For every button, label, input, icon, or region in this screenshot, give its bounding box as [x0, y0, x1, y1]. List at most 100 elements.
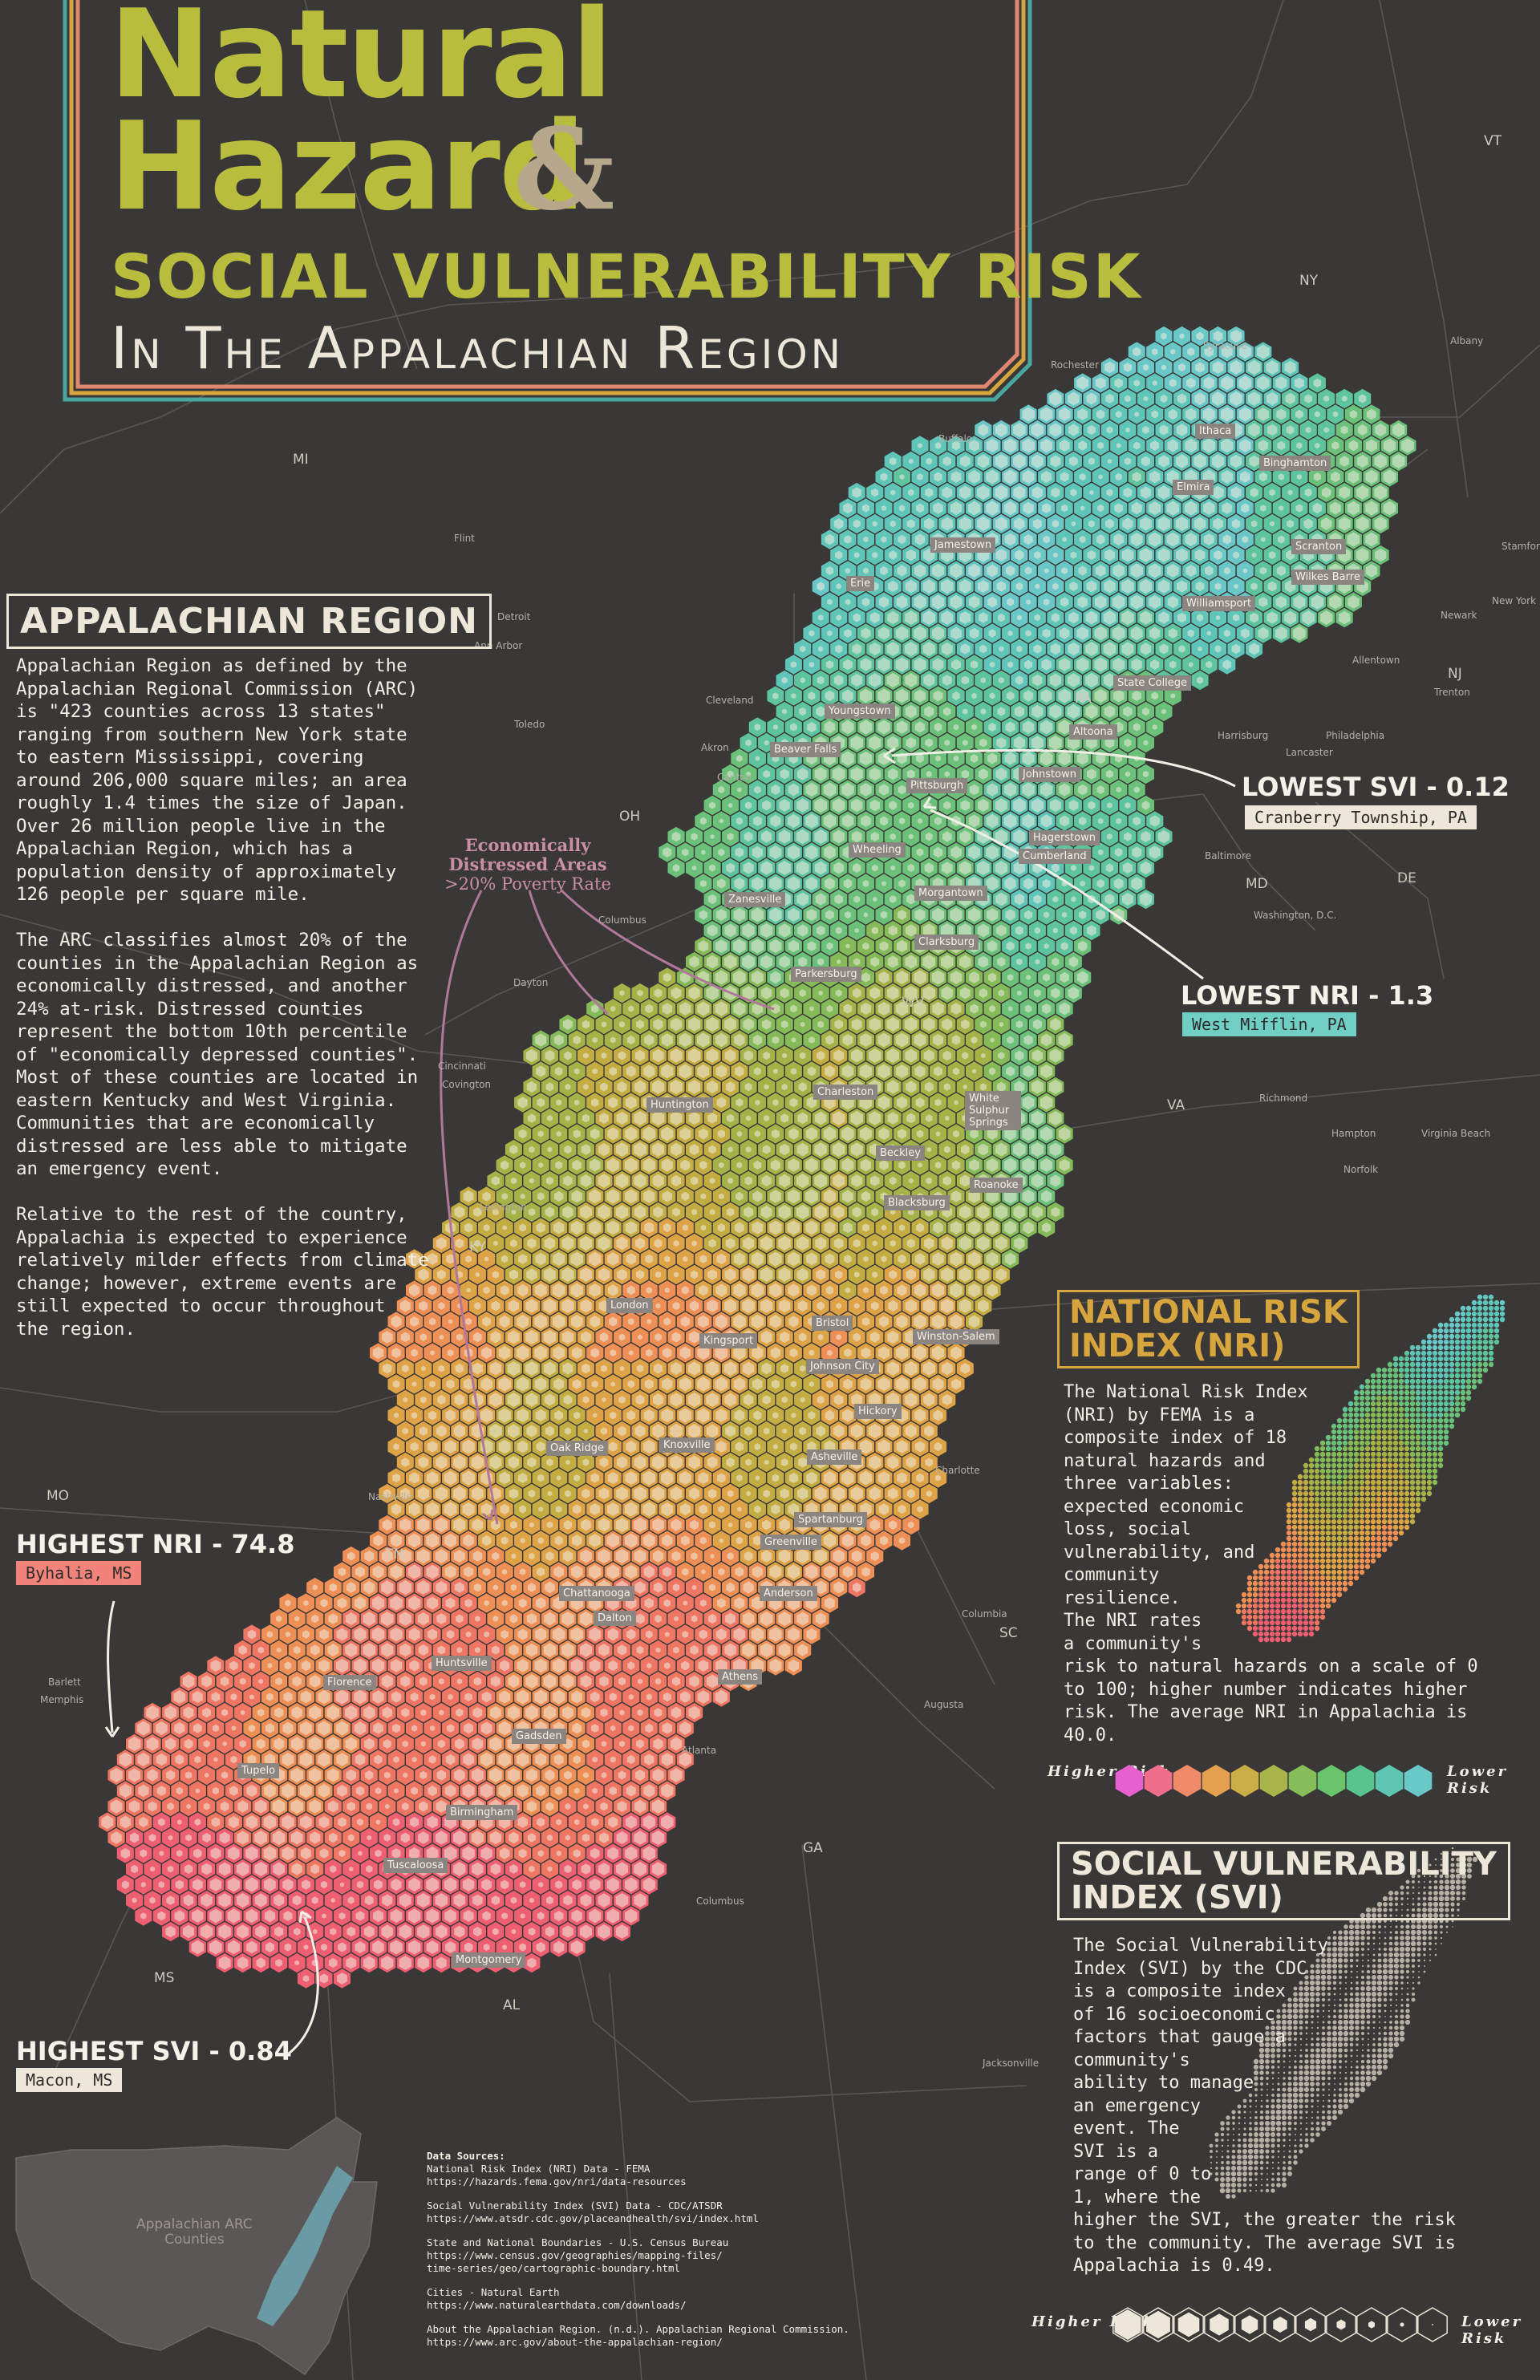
svi-hex [1261, 537, 1266, 542]
svi-hex [1004, 533, 1016, 546]
svi-hex [1313, 472, 1321, 481]
svi-hex [986, 469, 999, 485]
svi-hex [825, 533, 835, 545]
svi-hex [1151, 410, 1159, 419]
svi-hex [1086, 392, 1097, 405]
svi-hex [1312, 502, 1323, 514]
svi-hex [1049, 391, 1062, 406]
svi-hex [1115, 472, 1122, 481]
svi-hex [1185, 501, 1198, 516]
svi-hex [1211, 454, 1225, 468]
svi-hex [1221, 375, 1234, 391]
svi-hex [995, 485, 1008, 500]
svi-hex [1175, 517, 1189, 531]
svi-hex [861, 504, 869, 513]
svi-hex [1123, 363, 1133, 372]
svi-hex [1169, 379, 1177, 387]
svi-hex [1152, 380, 1157, 386]
svi-hex [1161, 364, 1166, 371]
svi-hex [1323, 427, 1329, 433]
svi-hex [1058, 407, 1071, 421]
svi-hex [1238, 344, 1251, 359]
svi-hex [977, 517, 990, 531]
svi-hex [1331, 471, 1340, 483]
svi-hex [1296, 442, 1303, 449]
svi-hex [1068, 424, 1079, 436]
svi-hex [1034, 551, 1041, 559]
svi-hex [1051, 487, 1060, 498]
svi-hex [1305, 426, 1311, 434]
svi-hex [1266, 391, 1279, 406]
svi-hex [1251, 552, 1257, 558]
svi-hex [1204, 346, 1214, 358]
svi-hex [1304, 488, 1312, 497]
svi-hex [1098, 474, 1103, 480]
svi-hex [863, 536, 869, 543]
svi-hex [1050, 455, 1061, 468]
svi-hex [1287, 519, 1294, 529]
svi-hex [1168, 408, 1177, 420]
svi-hex [1230, 330, 1242, 343]
svi-hex [1176, 454, 1188, 468]
svi-hex [1149, 501, 1161, 515]
svi-hex [1031, 486, 1043, 499]
svi-hex [1170, 349, 1176, 355]
svi-hex [1134, 412, 1140, 417]
svi-hex [1096, 534, 1105, 545]
svi-hex [1194, 454, 1206, 468]
svi-hex [1004, 501, 1016, 516]
svi-hex [1202, 438, 1216, 453]
svi-hex [1053, 552, 1058, 558]
svi-hex [1160, 394, 1168, 403]
svi-hex [1258, 440, 1269, 452]
svi-hex [1095, 377, 1106, 389]
svi-hex [1275, 376, 1287, 390]
svi-hex [1114, 378, 1123, 388]
svi-hex [1392, 454, 1405, 468]
svi-hex [1286, 425, 1295, 435]
svi-hex [845, 567, 851, 574]
svi-hex [1097, 504, 1104, 513]
svi-hex [1284, 360, 1296, 375]
svi-hex [1179, 333, 1185, 339]
svi-hex [1230, 391, 1242, 406]
svi-hex [1257, 344, 1270, 359]
svi-hex [1061, 504, 1068, 513]
svi-hex [1116, 443, 1121, 448]
svi-hex [880, 472, 888, 481]
svi-hex [977, 454, 990, 468]
svi-hex [1248, 423, 1260, 437]
svi-hex [1142, 363, 1149, 371]
svi-hex [958, 517, 971, 531]
svi-hex [1152, 348, 1158, 355]
svi-hex [890, 489, 896, 496]
svi-hex [1132, 472, 1141, 482]
svi-hex [1142, 426, 1149, 434]
svi-hex [968, 563, 981, 578]
svi-hex [1347, 532, 1360, 547]
svi-hex [1374, 517, 1387, 531]
svi-hex [872, 552, 878, 558]
svi-hex [1161, 332, 1167, 340]
svi-hex [1041, 470, 1052, 484]
svi-hex [1062, 537, 1067, 542]
svi-hex [881, 536, 887, 543]
svi-hex [1366, 408, 1376, 420]
svi-hex [1106, 426, 1113, 434]
svi-hex [1052, 520, 1060, 528]
svi-hex [1356, 485, 1369, 500]
svi-hex [1338, 517, 1351, 531]
svi-hex [1383, 501, 1396, 516]
svi-hex [1258, 472, 1267, 482]
svi-hex [1269, 489, 1275, 497]
svi-hex [1203, 501, 1215, 515]
svi-hex [1277, 440, 1286, 451]
svi-hex [1105, 394, 1114, 403]
svi-hex [925, 488, 934, 497]
svi-hex [1296, 474, 1302, 480]
svi-hex [1079, 472, 1086, 481]
svi-hex [1212, 485, 1224, 500]
svi-hex [1080, 505, 1085, 511]
